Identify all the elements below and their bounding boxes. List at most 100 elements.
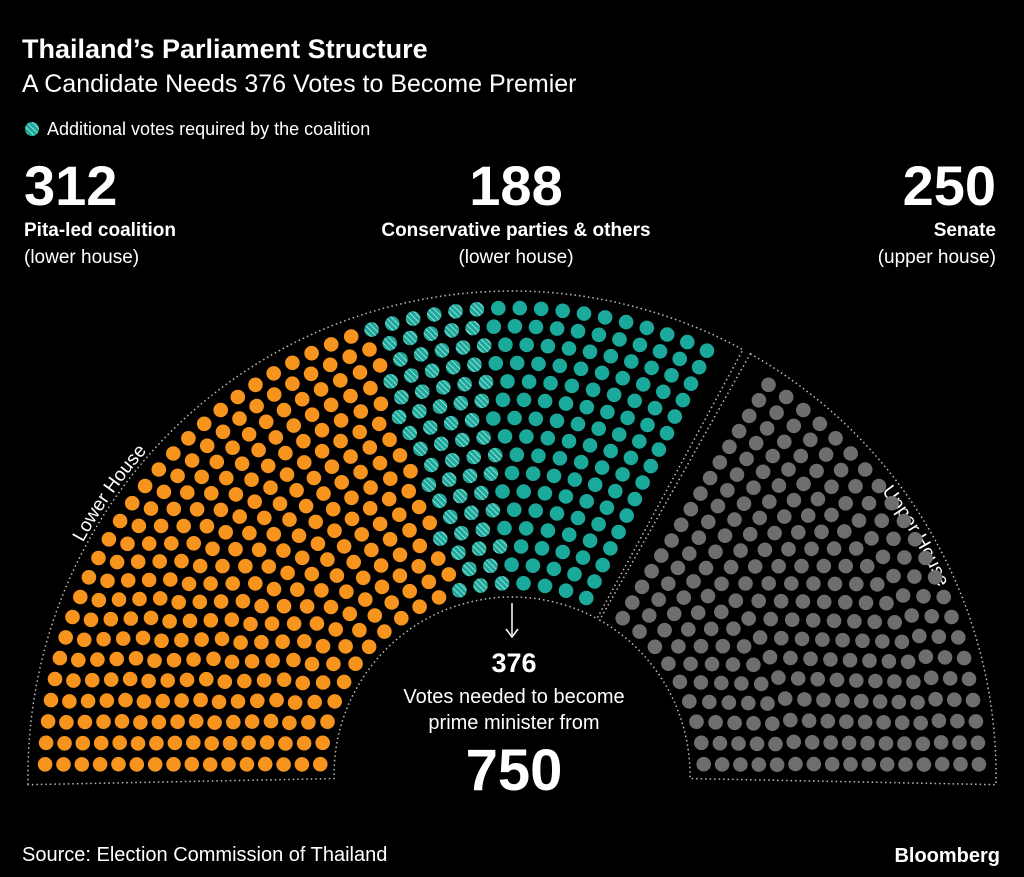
seat — [327, 694, 343, 709]
seat — [265, 653, 280, 668]
threshold-value: 376 — [491, 648, 536, 678]
seat — [320, 714, 335, 729]
seat — [805, 613, 821, 628]
seat — [806, 756, 822, 772]
seat — [714, 757, 730, 772]
seat — [839, 714, 854, 729]
seat — [784, 576, 799, 591]
seat — [681, 622, 696, 637]
seat — [174, 553, 189, 569]
seat — [652, 344, 668, 359]
seat — [314, 443, 330, 459]
seat — [761, 576, 776, 591]
seat — [824, 479, 839, 495]
seat — [552, 451, 568, 466]
seat — [372, 358, 388, 373]
seat — [412, 599, 427, 614]
seat — [640, 417, 655, 433]
party-name: Conservative parties & others — [381, 220, 650, 241]
seat — [307, 694, 323, 710]
seat — [725, 657, 741, 672]
seat — [762, 494, 777, 510]
seat — [71, 652, 86, 668]
seat — [251, 442, 266, 458]
seat — [710, 498, 726, 514]
seat — [430, 551, 446, 566]
seat — [923, 670, 939, 686]
seat — [704, 656, 720, 672]
seat — [952, 735, 967, 750]
seat — [77, 714, 93, 730]
additional-seat — [433, 531, 448, 546]
seat — [683, 501, 699, 517]
seat — [509, 447, 525, 463]
seat — [708, 715, 723, 730]
seat — [495, 392, 511, 408]
additional-seat — [402, 330, 418, 346]
seat — [373, 396, 389, 412]
seat — [546, 561, 562, 577]
seat — [611, 427, 627, 442]
seat — [37, 757, 53, 772]
seat — [174, 693, 189, 708]
seat — [777, 434, 792, 450]
seat — [528, 503, 543, 518]
seat — [129, 757, 145, 772]
seat — [218, 525, 233, 540]
seat — [333, 433, 348, 449]
seat — [324, 459, 340, 475]
seat — [506, 502, 522, 517]
seat — [881, 654, 897, 669]
seat — [680, 334, 695, 350]
seat — [343, 388, 358, 404]
seat — [248, 377, 263, 393]
seat — [43, 692, 59, 708]
seat — [667, 409, 683, 424]
seat — [786, 734, 801, 750]
additional-seat — [455, 340, 471, 355]
seat — [651, 442, 667, 457]
seat — [603, 443, 618, 459]
seat — [534, 541, 550, 556]
additional-seat — [464, 505, 479, 521]
seat — [809, 463, 824, 479]
seat — [111, 592, 127, 607]
additional-seat — [467, 357, 482, 373]
seat — [206, 651, 221, 667]
seat — [742, 526, 758, 542]
seat — [184, 453, 200, 468]
seat — [162, 614, 177, 629]
seat — [152, 554, 167, 569]
seat — [166, 652, 182, 668]
seat — [803, 651, 818, 667]
seat — [549, 506, 565, 521]
seat — [910, 695, 925, 710]
seat — [217, 674, 233, 689]
additional-seat — [476, 430, 491, 445]
seat — [402, 523, 417, 538]
seat — [244, 472, 259, 488]
seat — [272, 496, 288, 512]
seat — [867, 614, 882, 630]
seat — [282, 715, 297, 731]
seat — [377, 624, 392, 639]
seat — [132, 591, 147, 607]
seat — [189, 502, 205, 517]
seat — [829, 672, 845, 688]
seat — [934, 756, 950, 772]
seat — [561, 341, 577, 356]
seat — [781, 462, 796, 477]
seat — [73, 589, 88, 605]
seat — [849, 673, 864, 688]
seat — [381, 491, 397, 507]
seat — [247, 494, 262, 510]
seat — [757, 542, 773, 558]
additional-seat — [445, 453, 460, 468]
seat — [498, 337, 513, 353]
seat — [591, 421, 606, 437]
seat — [682, 546, 697, 561]
seat — [848, 479, 863, 494]
seat — [122, 671, 138, 687]
seat — [615, 370, 630, 386]
seat — [728, 593, 744, 608]
